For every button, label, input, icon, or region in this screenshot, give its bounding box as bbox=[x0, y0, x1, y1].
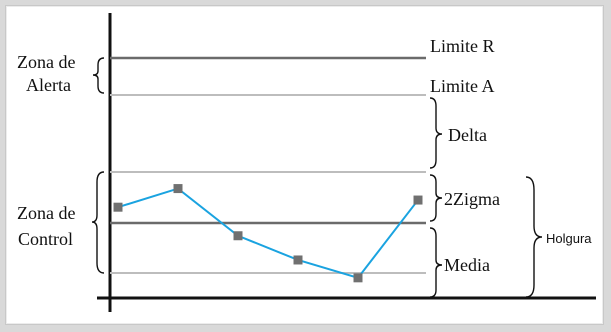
delta-label: Delta bbox=[448, 125, 487, 145]
zona-control-label-line1: Zona de bbox=[17, 203, 75, 223]
series-point-6 bbox=[413, 195, 423, 205]
zona-alerta-brace bbox=[92, 57, 105, 94]
media-label: Media bbox=[444, 255, 490, 275]
series-point-3 bbox=[233, 231, 243, 241]
zona-control-brace bbox=[91, 171, 105, 274]
zona-alerta-label-line1: Zona de bbox=[17, 52, 75, 72]
series-point-1 bbox=[113, 202, 123, 212]
media-brace bbox=[429, 227, 443, 298]
series-point-4 bbox=[293, 255, 303, 265]
delta-brace bbox=[429, 97, 443, 169]
holgura-brace bbox=[525, 176, 543, 298]
holgura-label: Holgura bbox=[546, 231, 592, 246]
series-point-5 bbox=[353, 273, 363, 283]
zona-control-label-line2: Control bbox=[18, 229, 73, 249]
zona-alerta-label-line2: Alerta bbox=[26, 75, 71, 95]
series-markers bbox=[113, 184, 423, 283]
series-point-2 bbox=[173, 184, 183, 194]
series-line bbox=[117, 187, 419, 279]
two-zigma-brace bbox=[429, 174, 443, 222]
two-zigma-label: 2Zigma bbox=[444, 189, 500, 209]
limite-r-label: Limite R bbox=[430, 36, 495, 56]
limite-a-label: Limite A bbox=[430, 76, 495, 96]
